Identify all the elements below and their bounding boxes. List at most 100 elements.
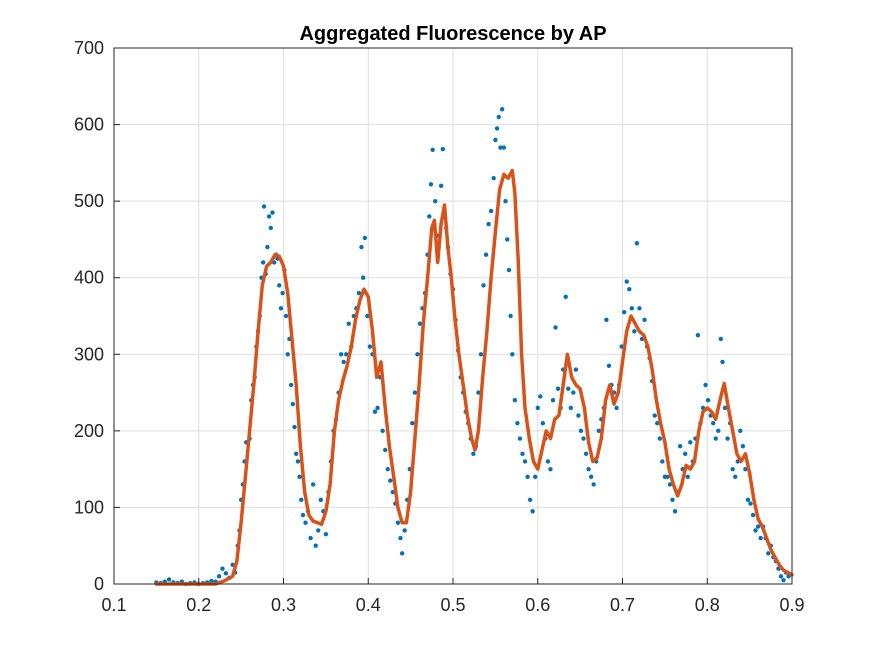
scatter-point — [634, 241, 640, 246]
scatter-point — [730, 466, 735, 472]
series-line — [154, 168, 794, 586]
scatter-point — [318, 497, 323, 502]
scatter-point — [295, 459, 301, 464]
scatter-point — [753, 528, 758, 533]
scatter-point — [614, 405, 619, 411]
scatter-point — [778, 574, 784, 579]
scatter-point — [522, 459, 528, 464]
scatter-point — [578, 428, 584, 434]
scatter-point — [428, 182, 434, 187]
scatter-point — [476, 390, 481, 395]
scatter-point — [733, 474, 738, 479]
y-tick-label: 700 — [74, 38, 104, 58]
scatter-point — [290, 401, 296, 407]
scatter-point — [525, 474, 530, 479]
scatter-point — [380, 428, 385, 434]
scatter-point — [261, 204, 267, 209]
scatter-point — [510, 352, 515, 357]
scatter-point — [285, 352, 290, 357]
scatter-point — [486, 221, 491, 227]
scatter-point — [310, 482, 316, 487]
scatter-point — [710, 421, 716, 426]
scatter-point — [503, 198, 508, 204]
scatter-point — [338, 352, 344, 357]
scatter-point — [637, 306, 642, 311]
scatter-point — [527, 497, 533, 502]
scatter-point — [283, 313, 289, 319]
scatter-point — [372, 409, 378, 414]
scatter-point — [493, 137, 498, 143]
scatter-point — [260, 260, 266, 265]
scatter-point — [478, 352, 484, 357]
scatter-point — [722, 405, 728, 411]
scatter-point — [624, 279, 629, 284]
scatter-point — [583, 451, 589, 457]
scatter-point — [268, 225, 273, 231]
scatter-point — [713, 436, 718, 441]
y-tick-label: 100 — [74, 497, 104, 517]
scatter-point — [359, 244, 364, 250]
scatter-point — [375, 405, 380, 411]
scatter-point — [471, 451, 476, 457]
scatter-point — [508, 313, 513, 319]
scatter-point — [412, 390, 418, 395]
scatter-point — [385, 466, 390, 472]
scatter-point — [356, 290, 362, 296]
scatter-point — [545, 459, 551, 464]
x-tick-label: 0.1 — [101, 595, 126, 615]
scatter-point — [627, 287, 632, 292]
scatter-point — [308, 535, 313, 541]
scatter-point — [294, 451, 299, 457]
scatter-point — [292, 424, 297, 430]
smoothed-line-series — [154, 168, 794, 586]
scatter-point — [555, 386, 561, 391]
scatter-point — [566, 386, 571, 391]
scatter-point — [685, 474, 690, 479]
x-tick-label: 0.3 — [271, 595, 296, 615]
scatter-point — [515, 421, 520, 426]
scatter-point — [596, 428, 601, 434]
scatter-point — [300, 512, 306, 518]
scatter-point — [417, 321, 423, 326]
scatter-point — [568, 405, 574, 411]
scatter-point — [695, 332, 701, 338]
scatter-point — [481, 283, 486, 288]
scatter-point — [573, 367, 579, 372]
scatter-point — [670, 497, 675, 502]
scatter-point — [277, 283, 282, 288]
scatter-point — [299, 497, 304, 502]
scatter-point — [498, 145, 503, 150]
y-tick-label: 600 — [74, 115, 104, 135]
scatter-point — [629, 306, 635, 311]
scatter-point — [360, 275, 366, 280]
scatter-point — [496, 114, 501, 120]
scatter-point — [652, 413, 657, 418]
scatter-point — [430, 147, 435, 153]
scatter-point — [280, 290, 285, 296]
scatter-point — [499, 107, 505, 112]
scatter-point — [323, 532, 329, 537]
scatter-point — [683, 451, 688, 457]
scatter-point — [725, 436, 730, 441]
scatter-point — [748, 501, 753, 506]
scatter-point — [483, 252, 489, 257]
x-tick-label: 0.5 — [440, 595, 465, 615]
scatter-point — [410, 421, 415, 426]
scatter-point — [745, 497, 751, 502]
y-tick-label: 200 — [74, 421, 104, 441]
scatter-point — [591, 482, 596, 487]
scatter-point — [576, 413, 581, 418]
scatter-point — [313, 543, 318, 548]
scatter-point — [642, 317, 647, 323]
x-tick-label: 0.7 — [610, 595, 635, 615]
scatter-point — [781, 577, 786, 583]
y-tick-label: 400 — [74, 268, 104, 288]
scatter-point — [278, 306, 284, 311]
scatter-point — [265, 244, 270, 250]
scatter-point — [297, 474, 302, 479]
scatter-point — [720, 359, 725, 365]
y-tick-label: 500 — [74, 191, 104, 211]
scatter-point — [166, 577, 172, 582]
scatter-point — [415, 352, 420, 357]
scatter-point — [672, 509, 678, 514]
